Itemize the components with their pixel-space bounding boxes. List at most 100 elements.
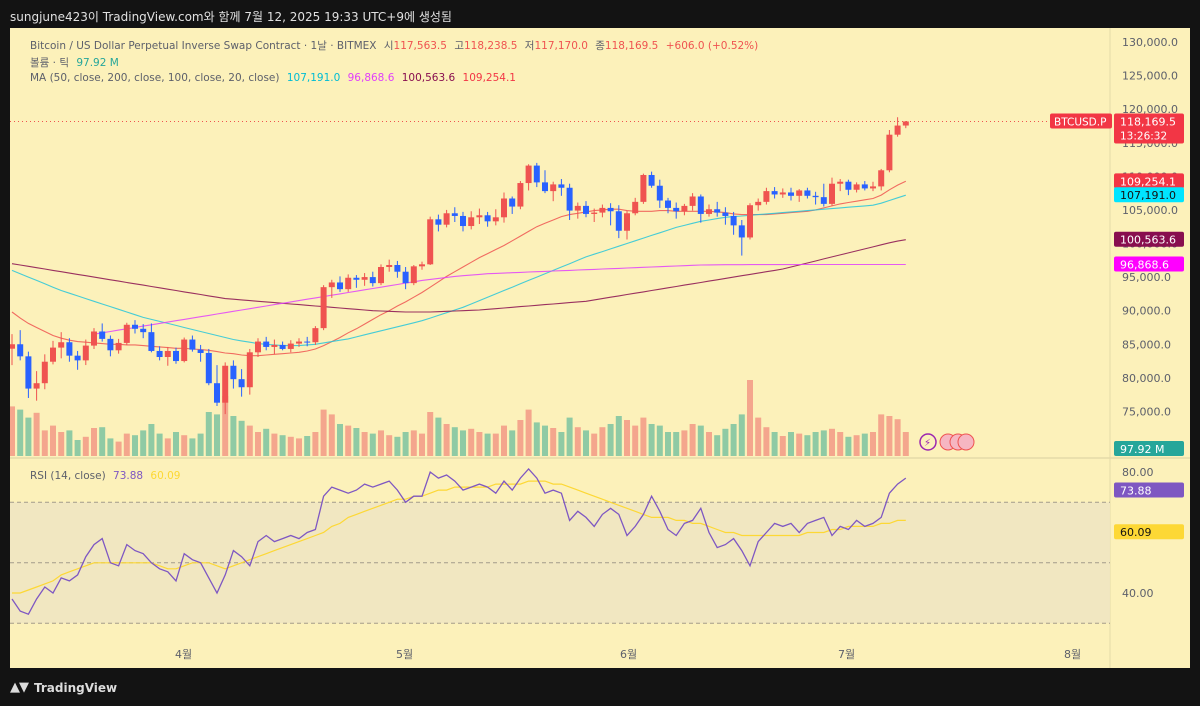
volume-bar	[812, 432, 819, 456]
candle-body	[615, 211, 622, 231]
volume-bar	[82, 436, 89, 456]
candle-body	[394, 264, 401, 272]
chart-frame: 130,000.0125,000.0120,000.0115,000.0110,…	[10, 28, 1190, 668]
volume-bar	[501, 425, 507, 456]
symbol-name[interactable]: Bitcoin / US Dollar Perpetual Inverse Sw…	[30, 40, 377, 52]
candle-body	[386, 264, 393, 268]
rsi-legend: RSI (14, close) 73.88 60.09	[30, 470, 184, 482]
candle-body	[861, 184, 868, 189]
rsi-value-tag[interactable]: 60.09	[1114, 524, 1184, 540]
candle-body	[747, 205, 753, 238]
candle-body	[222, 365, 229, 403]
volume-bar	[517, 420, 524, 456]
x-tick-label: 6월	[620, 648, 637, 661]
symbol-legend: Bitcoin / US Dollar Perpetual Inverse Sw…	[30, 38, 762, 53]
volume-bar	[656, 425, 663, 456]
volume-bar	[607, 424, 614, 456]
ticker-tag-bg	[1050, 113, 1112, 129]
candle-body	[66, 342, 73, 356]
candle-body	[337, 282, 343, 290]
volume-value-tag[interactable]: 97.92 M	[1114, 441, 1184, 456]
candle-body	[271, 344, 278, 347]
volume-bar	[509, 430, 516, 456]
candle-body	[599, 207, 606, 213]
volume-bar	[320, 409, 327, 456]
volume-bar	[804, 435, 811, 456]
ma-legend-value-50: 107,191.0	[286, 72, 341, 84]
candle-body	[894, 125, 901, 135]
candle-body	[820, 197, 827, 204]
volume-bar	[468, 428, 475, 456]
volume-bar	[443, 424, 450, 456]
last-price-tag-bg	[1114, 113, 1184, 144]
ohlc-high-label: 고	[454, 40, 464, 52]
volume-bar	[533, 422, 540, 456]
volume-bar	[845, 436, 852, 456]
rsi-value-tag[interactable]: 73.88	[1114, 482, 1184, 498]
ma-value-tag[interactable]: 107,191.0	[1114, 187, 1184, 203]
volume-bar	[460, 430, 466, 456]
last-price-tag[interactable]: 118,169.5 13:26:32	[1114, 113, 1184, 144]
ma-value-tag[interactable]: 109,254.1	[1114, 173, 1184, 189]
ma-legend-label[interactable]: MA (50, close, 200, close, 100, close, 2…	[30, 72, 280, 84]
candle-body	[115, 342, 122, 351]
volume-value-tag-text: 97.92 M	[1120, 443, 1164, 456]
candle-body	[279, 344, 286, 349]
candle-body	[501, 198, 507, 218]
candle-body	[173, 350, 179, 362]
volume-bar	[779, 436, 786, 456]
ma-value-tag[interactable]: 100,563.6	[1114, 231, 1184, 247]
volume-bar	[492, 433, 499, 456]
volume-bar	[378, 430, 384, 456]
volume-bar	[566, 417, 573, 456]
volume-bar	[902, 432, 909, 456]
candle-body	[181, 339, 188, 362]
volume-bar	[189, 438, 196, 456]
candle-body	[427, 219, 434, 265]
candle-body	[829, 183, 835, 204]
ma-line-ma-100	[11, 239, 906, 313]
volume-bar	[287, 436, 294, 456]
volume-bar	[337, 424, 343, 456]
rsi-tick-label: 80.00	[1122, 466, 1154, 479]
rsi-tick-label: 40.00	[1122, 587, 1154, 600]
volume-bar	[271, 433, 278, 456]
candle-body	[287, 343, 294, 349]
ohlc-close: 118,169.5	[604, 40, 659, 52]
ma-value-tag-bg	[1114, 231, 1184, 247]
volume-bar	[296, 438, 302, 456]
volume-bar	[361, 432, 368, 456]
volume-bar	[689, 424, 696, 456]
footer-brand: TradingView	[34, 680, 118, 695]
candle-body	[837, 181, 844, 184]
volume-bar	[50, 425, 56, 456]
volume-bar	[476, 432, 483, 456]
rsi-legend-label[interactable]: RSI (14, close)	[30, 470, 106, 482]
ma-value-tag[interactable]: 96,868.6	[1114, 256, 1184, 272]
volume-bar	[886, 416, 893, 456]
candle-body	[468, 217, 475, 227]
candle-body	[17, 344, 24, 357]
candle-body	[788, 192, 794, 196]
volume-bar	[10, 406, 15, 456]
ohlc-close-label: 종	[595, 40, 605, 52]
volume-bar	[763, 427, 770, 456]
price-tick-label: 125,000.0	[1122, 70, 1178, 83]
volume-bar	[755, 417, 762, 456]
volume-bar	[722, 428, 729, 456]
ma-legend-value-200: 96,868.6	[347, 72, 395, 84]
volume-legend: 볼륨 · 틱 97.92 M	[30, 55, 123, 70]
volume-bar	[173, 432, 179, 456]
volume-bar	[91, 428, 97, 456]
candle-body	[41, 361, 48, 384]
candle-body	[263, 341, 270, 347]
candle-body	[583, 205, 589, 214]
candle-body	[665, 200, 671, 208]
chart-canvas[interactable]: 130,000.0125,000.0120,000.0115,000.0110,…	[10, 28, 1190, 668]
candle-body	[492, 217, 499, 222]
volume-legend-label[interactable]: 볼륨 · 틱	[30, 57, 69, 69]
volume-bar	[238, 420, 245, 456]
candle-body	[328, 282, 335, 288]
ohlc-open: 117,563.5	[393, 40, 447, 52]
candle-body	[771, 191, 778, 195]
